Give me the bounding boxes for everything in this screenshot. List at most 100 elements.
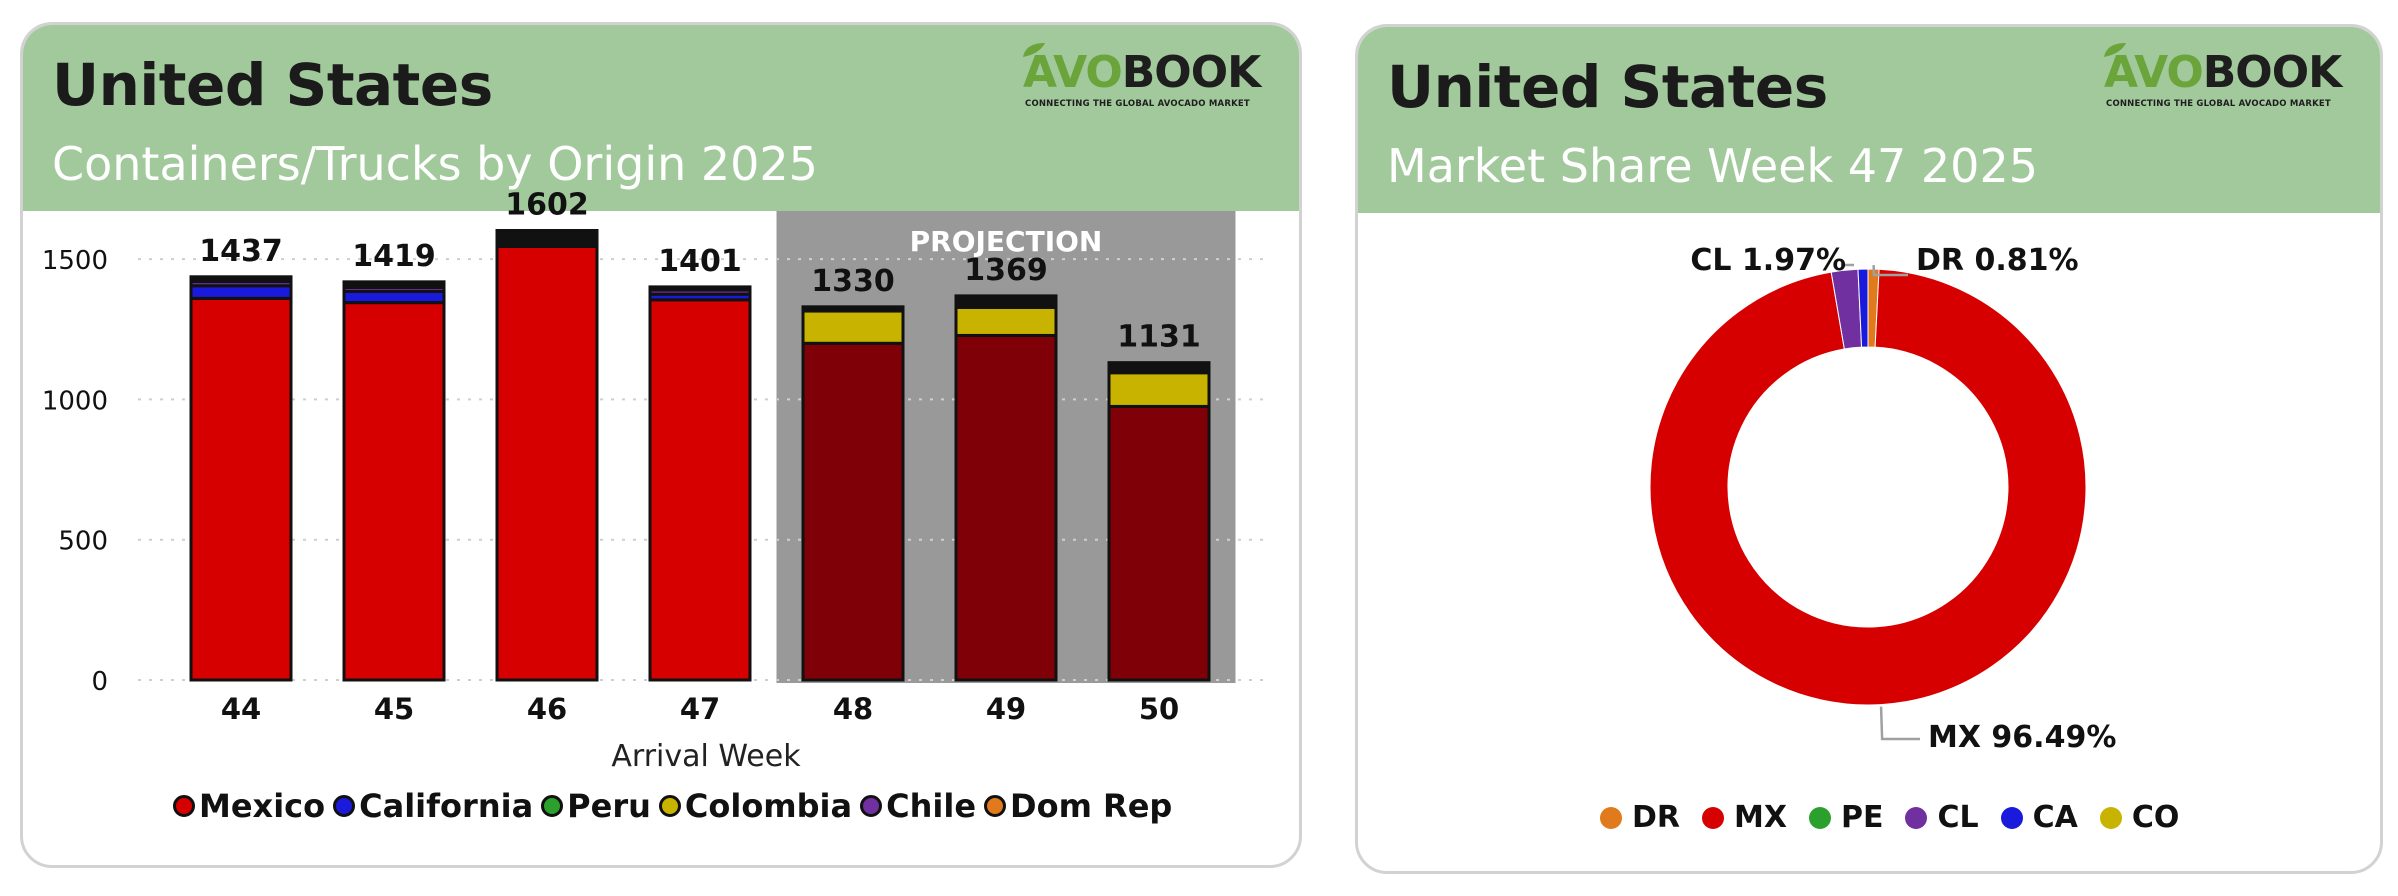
legend-swatch [2099,806,2122,829]
legend-item: Dom Rep [984,787,1172,825]
bar-segment [954,305,1058,337]
x-tick-label: 49 [986,692,1026,726]
legend-swatch [333,795,356,817]
legend-item: DR [1600,800,1680,835]
legend-item: CA [2000,800,2078,835]
legend-swatch [1600,806,1622,829]
bar-total-label: 1330 [811,264,895,299]
x-tick-label: 50 [1139,692,1179,726]
bar-segment [801,341,905,682]
legend-label: Dom Rep [1010,787,1173,825]
bar-segment [189,296,293,682]
legend-item: California [333,787,533,825]
card-header: United States Containers/Trucks by Origi… [23,25,1299,211]
legend-label: Colombia [684,787,853,825]
donut-chart-legend: DR MX PE CL CA CO [1600,800,2201,835]
legend-item: Peru [541,787,651,825]
legend-label: MX [1734,800,1787,835]
donut-slice [1649,268,2087,706]
card-header: United States Market Share Week 47 2025 … [1358,27,2380,213]
projection-label: PROJECTION [910,225,1103,258]
leader-line [1840,263,1854,268]
bar-segment [1107,404,1211,682]
bar-total-label: 1369 [964,253,1048,288]
bar-segment [342,289,446,305]
legend-item: Colombia [658,787,853,825]
leaf-icon [2104,43,2126,57]
logo-wordmark: AVOBOOK [2104,47,2342,99]
y-tick-label: 0 [91,667,108,697]
bar-total-label: 1401 [658,244,742,279]
legend-label: CA [2032,800,2078,835]
legend-label: CL [1937,800,1979,835]
legend-item: CL [1905,800,1979,835]
bar-total-label: 1437 [199,234,283,269]
country-title: United States [1387,53,1828,121]
bar-segment [1107,361,1211,375]
legend-label: CO [2131,800,2180,835]
x-axis-title: Arrival Week [611,739,801,774]
legend-label: Mexico [199,787,326,825]
legend-item: CO [2099,800,2180,835]
x-tick-label: 45 [374,692,414,726]
legend-swatch [541,795,564,817]
legend-item: PE [1809,800,1883,835]
legend-swatch [2000,806,2023,829]
legend-label: California [359,787,534,825]
x-tick-label: 47 [680,692,720,726]
bar-segment [342,301,446,682]
logo-wordmark: AVOBOOK [1023,47,1261,99]
x-tick-label: 48 [833,692,873,726]
bar-total-label: 1602 [505,187,589,222]
y-tick-label: 500 [58,527,108,557]
donut-chart: DR 0.81% MX 96.49% CL 1.97% [1649,243,2116,755]
bar-segment [648,298,752,682]
x-tick-label: 46 [527,692,567,726]
logo-tagline: CONNECTING THE GLOBAL AVOCADO MARKET [2106,99,2331,109]
logo-avo: AVO [1023,47,1123,98]
legend-label: DR [1632,800,1681,835]
logo-book: BOOK [1121,47,1261,98]
bar-total-label: 1419 [352,239,436,274]
donut-slice [1857,268,1869,348]
legend-swatch [658,795,681,817]
logo-book: BOOK [2202,47,2342,98]
legend-item: MX [1702,800,1787,835]
logo-tagline: CONNECTING THE GLOBAL AVOCADO MARKET [1025,99,1250,109]
y-tick-label: 1500 [42,246,108,276]
y-tick-label: 1000 [42,386,108,416]
slice-label: CL 1.97% [1690,243,1846,278]
bar-segment [495,244,599,682]
country-title: United States [52,51,493,119]
bar-segment [495,228,599,248]
leader-line [1872,265,1908,277]
bar-chart-legend: Mexico California Peru Colombia Chile Dom Rep [173,787,1180,825]
legend-swatch [1809,806,1831,829]
bar-segment [954,294,1058,309]
avobook-logo: AVOBOOK CONNECTING THE GLOBAL AVOCADO MA… [2100,43,2350,117]
market-share-card: United States Market Share Week 47 2025 … [1355,24,2383,874]
legend-label: PE [1841,800,1884,835]
chart-subtitle: Market Share Week 47 2025 [1387,139,2038,193]
avobook-logo: AVOBOOK CONNECTING THE GLOBAL AVOCADO MA… [1019,43,1269,117]
leader-line [1879,706,1920,741]
leaf-icon [1023,43,1045,57]
bar-segment [189,275,293,284]
legend-swatch [173,795,195,817]
legend-label: Chile [886,787,977,825]
legend-swatch [1905,806,1928,829]
bar-segment [189,284,293,300]
bar-segment [1107,371,1211,408]
legend-swatch [860,795,883,817]
bar-segment [954,333,1058,682]
legend-item: Mexico [173,787,325,825]
bar-total-label: 1131 [1117,320,1201,355]
bar-segment [801,309,905,345]
x-tick-label: 44 [221,692,261,726]
logo-avo: AVO [2104,47,2204,98]
bar-segment [801,305,905,313]
legend-item: Chile [860,787,976,825]
bar-segment [648,285,752,292]
origin-chart-card: United States Containers/Trucks by Origi… [20,22,1302,868]
legend-label: Peru [567,787,651,825]
